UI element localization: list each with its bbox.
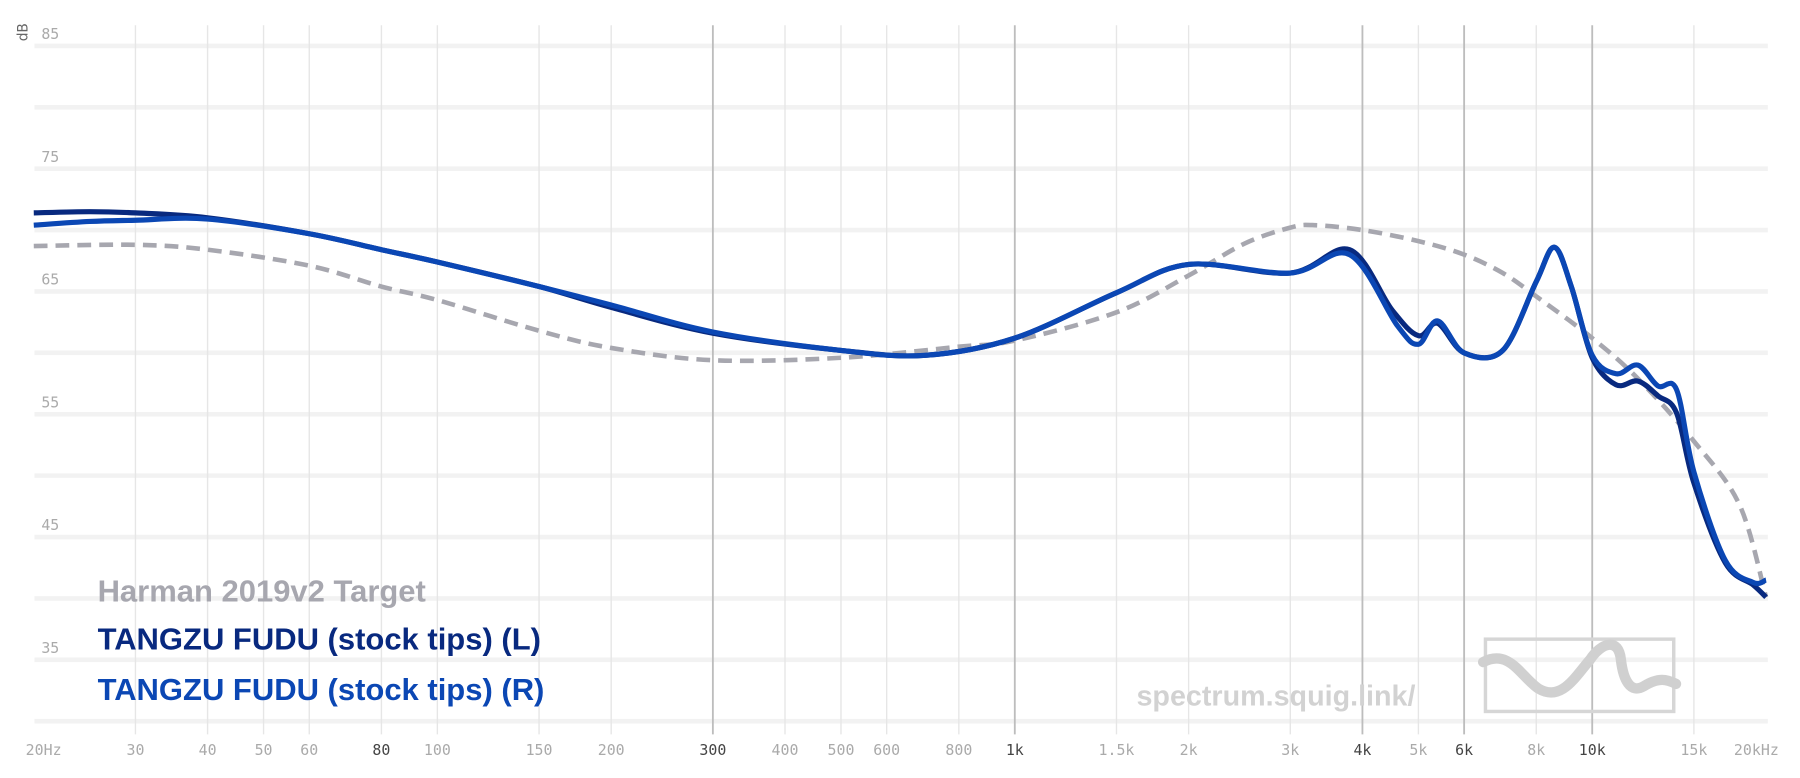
series-lines (33, 209, 1769, 600)
x-tick-label: 10k (1579, 741, 1606, 759)
y-tick-label: 55 (41, 393, 59, 411)
x-tick-label: 20kHz (1734, 741, 1779, 759)
x-tick-label: 8k (1527, 741, 1545, 759)
x-tick-label: 1k (1006, 741, 1024, 759)
y-tick-label: 75 (41, 148, 59, 166)
x-tick-label: 150 (526, 741, 553, 759)
x-tick-label: 40 (199, 741, 217, 759)
vertical-gridlines (134, 25, 1695, 735)
x-tick-label: 400 (772, 741, 799, 759)
x-tick-label: 2k (1180, 741, 1198, 759)
y-tick-label: 35 (41, 639, 59, 657)
x-tick-label: 4k (1353, 741, 1371, 759)
x-tick-label: 60 (300, 741, 318, 759)
x-tick-label: 20Hz (26, 741, 62, 759)
horizontal-gridlines (34, 43, 1768, 724)
legend: Harman 2019v2 Target TANGZU FUDU (stock … (98, 573, 545, 707)
legend-entry-left: TANGZU FUDU (stock tips) (L) (98, 621, 541, 656)
x-tick-label: 50 (255, 741, 273, 759)
x-tick-label: 5k (1409, 741, 1427, 759)
series-line-right (33, 215, 1768, 587)
x-tick-label: 100 (424, 741, 451, 759)
legend-entry-target: Harman 2019v2 Target (98, 573, 426, 608)
y-tick-labels: 85 75 65 55 45 35 (41, 25, 59, 657)
legend-entry-right: TANGZU FUDU (stock tips) (R) (98, 672, 545, 707)
x-tick-label: 300 (699, 741, 726, 759)
x-tick-label: 500 (828, 741, 855, 759)
y-tick-label: 65 (41, 271, 59, 289)
x-tick-label: 1.5k (1099, 741, 1135, 759)
y-tick-label: 45 (41, 516, 59, 534)
x-tick-label: 6k (1455, 741, 1473, 759)
x-tick-label: 80 (372, 741, 390, 759)
watermark-logo (1477, 637, 1682, 714)
x-tick-label: 3k (1281, 741, 1299, 759)
watermark-text: spectrum.squig.link/ (1136, 681, 1415, 713)
x-tick-label: 800 (945, 741, 972, 759)
x-tick-label: 15k (1680, 741, 1707, 759)
x-tick-label: 200 (598, 741, 625, 759)
series-line-target (33, 222, 1769, 598)
x-tick-label: 30 (126, 741, 144, 759)
y-tick-label: 85 (41, 25, 59, 43)
x-tick-labels: 20Hz 30 40 50 60 80 100 150 200 300 400 500 600 800 1k… (26, 741, 1779, 759)
y-axis-label: dB (16, 23, 32, 41)
series-line-left (33, 209, 1768, 600)
x-tick-label: 600 (873, 741, 900, 759)
